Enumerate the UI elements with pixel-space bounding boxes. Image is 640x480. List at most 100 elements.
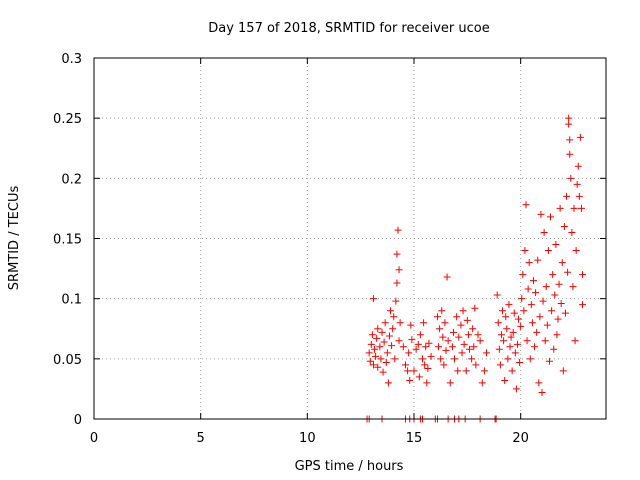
data-point — [499, 307, 507, 315]
y-tick-label: 0.3 — [61, 52, 82, 67]
x-tick-label: 5 — [197, 431, 205, 446]
data-point — [536, 313, 544, 321]
data-point — [391, 355, 399, 363]
data-point — [451, 355, 459, 363]
data-point — [503, 325, 511, 333]
data-point — [373, 334, 381, 342]
data-point — [540, 228, 548, 236]
data-point — [501, 376, 509, 384]
data-point — [493, 291, 501, 299]
data-point — [529, 277, 537, 285]
data-point — [548, 307, 556, 315]
data-point — [377, 355, 385, 363]
data-point — [566, 136, 574, 144]
y-tick-label: 0.1 — [61, 293, 82, 308]
data-point — [443, 273, 451, 281]
data-point — [547, 213, 555, 221]
data-point — [565, 114, 573, 122]
data-point — [541, 337, 549, 345]
data-point — [494, 319, 502, 327]
data-point — [440, 361, 448, 369]
data-point — [468, 355, 476, 363]
data-point — [523, 337, 531, 345]
data-point — [406, 376, 414, 384]
data-point — [441, 319, 449, 327]
data-point — [396, 319, 404, 327]
data-point — [442, 346, 450, 354]
data-point — [460, 340, 468, 348]
data-point — [395, 337, 403, 345]
data-point — [404, 367, 412, 375]
data-point — [524, 285, 532, 293]
data-point — [571, 337, 579, 345]
data-point — [474, 331, 482, 339]
data-point — [539, 297, 547, 305]
data-point — [515, 315, 523, 323]
data-point — [555, 280, 563, 288]
data-point — [500, 337, 508, 345]
data-point — [374, 325, 382, 333]
data-point — [389, 325, 397, 333]
data-point — [407, 321, 415, 329]
data-point — [399, 343, 407, 351]
data-point — [372, 352, 380, 360]
data-point — [570, 204, 578, 212]
data-point — [390, 313, 398, 321]
data-point — [371, 345, 379, 353]
data-point — [572, 247, 580, 255]
data-point — [463, 316, 471, 324]
data-point — [513, 340, 521, 348]
data-point — [382, 358, 390, 366]
data-point — [552, 241, 560, 249]
data-point — [497, 331, 505, 339]
data-point — [543, 321, 551, 329]
data-point — [438, 307, 446, 315]
y-tick-label: 0.25 — [53, 112, 82, 127]
data-point — [423, 379, 431, 387]
data-point — [510, 309, 518, 317]
data-point — [459, 307, 467, 315]
data-point — [457, 321, 465, 329]
x-tick-label: 0 — [90, 431, 98, 446]
data-point — [455, 333, 463, 341]
x-tick-label: 15 — [406, 431, 423, 446]
data-point — [365, 349, 373, 357]
data-point — [517, 322, 525, 330]
chart-title: Day 157 of 2018, SRMTID for receiver uco… — [208, 21, 490, 36]
data-point — [419, 355, 427, 363]
data-point — [556, 204, 564, 212]
x-axis-label: GPS time / hours — [295, 459, 404, 474]
data-point — [453, 313, 461, 321]
data-point — [388, 342, 396, 350]
data-point — [471, 304, 479, 312]
data-point — [424, 364, 432, 372]
data-point — [439, 333, 447, 341]
data-point — [534, 256, 542, 264]
data-point — [566, 150, 574, 158]
data-point — [544, 247, 552, 255]
data-point — [369, 295, 377, 303]
data-point — [565, 120, 573, 128]
data-point — [535, 379, 543, 387]
data-point — [458, 349, 466, 357]
data-point — [368, 331, 376, 339]
data-point — [385, 332, 393, 340]
data-point — [401, 361, 409, 369]
data-point — [563, 192, 571, 200]
data-point — [405, 349, 413, 357]
data-point — [414, 340, 422, 348]
data-point — [394, 226, 402, 234]
data-point — [533, 328, 541, 336]
data-point — [393, 250, 401, 258]
data-point — [425, 339, 433, 347]
data-point — [559, 367, 567, 375]
data-point — [476, 337, 484, 345]
data-point — [448, 343, 456, 351]
data-point — [545, 357, 553, 365]
data-point — [478, 379, 486, 387]
data-point — [532, 289, 540, 297]
data-point — [433, 313, 441, 321]
data-point — [420, 319, 428, 327]
data-point — [495, 345, 503, 353]
